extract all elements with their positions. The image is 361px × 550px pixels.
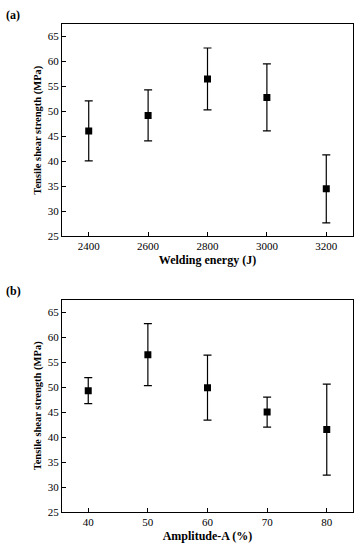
svg-text:40: 40	[48, 155, 60, 167]
svg-text:45: 45	[48, 406, 60, 418]
svg-text:(b): (b)	[6, 284, 21, 298]
svg-text:Tensile shear strength (MPa): Tensile shear strength (MPa)	[32, 65, 44, 195]
svg-text:60: 60	[48, 331, 60, 343]
svg-text:Amplitude-A (%): Amplitude-A (%)	[163, 529, 253, 543]
svg-text:35: 35	[48, 180, 60, 192]
svg-text:55: 55	[48, 80, 60, 92]
svg-text:3000: 3000	[256, 240, 279, 252]
svg-text:Welding energy (J): Welding energy (J)	[159, 253, 256, 267]
svg-text:30: 30	[48, 481, 60, 493]
svg-text:50: 50	[48, 105, 60, 117]
svg-text:55: 55	[48, 356, 60, 368]
svg-text:60: 60	[202, 516, 214, 528]
svg-text:2600: 2600	[137, 240, 160, 252]
svg-text:80: 80	[321, 516, 333, 528]
svg-text:40: 40	[48, 431, 60, 443]
svg-text:50: 50	[48, 381, 60, 393]
svg-text:35: 35	[48, 456, 60, 468]
svg-text:45: 45	[48, 130, 60, 142]
svg-text:60: 60	[48, 55, 60, 67]
svg-text:30: 30	[48, 205, 60, 217]
svg-text:70: 70	[262, 516, 274, 528]
svg-text:65: 65	[48, 306, 60, 318]
svg-text:2400: 2400	[78, 240, 101, 252]
svg-text:2800: 2800	[197, 240, 220, 252]
svg-text:25: 25	[48, 506, 60, 518]
svg-text:(a): (a)	[6, 8, 20, 22]
svg-text:65: 65	[48, 30, 60, 42]
svg-text:25: 25	[48, 230, 60, 242]
svg-text:Tensile shear strength (MPa): Tensile shear strength (MPa)	[32, 341, 44, 471]
svg-text:3200: 3200	[315, 240, 338, 252]
svg-text:40: 40	[83, 516, 95, 528]
svg-text:50: 50	[142, 516, 154, 528]
